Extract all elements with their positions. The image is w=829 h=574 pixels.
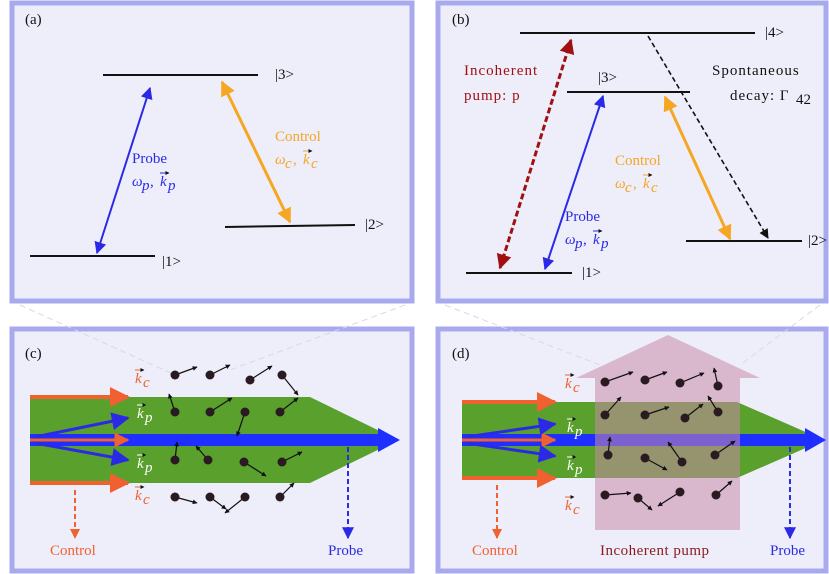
atom <box>171 371 180 380</box>
label: Probe <box>132 151 167 167</box>
label: c <box>143 375 150 391</box>
label: Probe <box>770 543 805 559</box>
label: p <box>574 462 583 478</box>
atom <box>276 408 285 417</box>
label: |1> <box>582 265 601 281</box>
atom <box>714 408 723 417</box>
label: p <box>141 178 150 194</box>
label: p <box>600 236 609 252</box>
atom <box>206 493 215 502</box>
label: pump: p <box>464 88 521 104</box>
label: (a) <box>25 12 42 28</box>
label: Control <box>615 153 661 169</box>
atom <box>678 458 687 467</box>
label: c <box>311 156 318 172</box>
atom <box>641 454 650 463</box>
label: c <box>573 502 580 518</box>
label: decay: Γ <box>730 88 790 104</box>
atom <box>714 382 723 391</box>
atom <box>206 408 215 417</box>
label: k <box>567 420 574 436</box>
atom <box>276 493 285 502</box>
label: ω <box>615 176 626 192</box>
label: , <box>293 152 297 168</box>
label: 42 <box>796 92 811 108</box>
label: Probe <box>328 543 363 559</box>
label: p <box>167 178 176 194</box>
label: (c) <box>25 346 42 362</box>
atom <box>711 451 720 460</box>
label: c <box>143 492 150 508</box>
label: Incoherent pump <box>600 543 710 559</box>
label: Control <box>472 543 518 559</box>
atom <box>641 376 650 385</box>
atom <box>604 451 613 460</box>
label: Incoherent <box>464 63 538 79</box>
atom <box>681 414 690 423</box>
label: Control <box>50 543 96 559</box>
atom <box>278 371 287 380</box>
label: k <box>565 376 572 392</box>
atom <box>634 494 643 503</box>
atom <box>601 411 610 420</box>
label: , <box>150 174 154 190</box>
label: k <box>160 174 167 190</box>
label: c <box>573 380 580 396</box>
label: |2> <box>808 233 827 249</box>
atom <box>676 379 685 388</box>
label: |1> <box>162 254 181 270</box>
label: , <box>633 176 637 192</box>
label: k <box>135 488 142 504</box>
label: p <box>144 410 153 426</box>
label: c <box>651 180 658 196</box>
atom <box>641 411 650 420</box>
label: k <box>303 152 310 168</box>
label: k <box>643 176 650 192</box>
label: (b) <box>452 12 470 28</box>
label: k <box>135 371 142 387</box>
label: p <box>574 236 583 252</box>
label: Probe <box>565 209 600 225</box>
label: |2> <box>365 217 384 233</box>
label: k <box>137 406 144 422</box>
label: c <box>625 180 632 196</box>
label: k <box>565 498 572 514</box>
label: k <box>567 458 574 474</box>
atom <box>241 408 250 417</box>
label: (d) <box>452 346 470 362</box>
label: |4> <box>765 25 784 41</box>
label: k <box>593 232 600 248</box>
atom <box>240 458 249 467</box>
atom <box>246 376 255 385</box>
label: ω <box>132 174 143 190</box>
atom <box>206 371 215 380</box>
label: p <box>574 424 583 440</box>
label: |3> <box>598 70 617 86</box>
label: p <box>144 460 153 476</box>
label: Control <box>275 129 321 145</box>
label: |3> <box>275 67 294 83</box>
atom <box>601 491 610 500</box>
label: c <box>285 156 292 172</box>
atom <box>712 491 721 500</box>
diagram: (a)|3>|2>|1>Probeωp,kpControlωc,kc(b)|4>… <box>0 0 829 574</box>
atom <box>171 456 180 465</box>
atom <box>171 408 180 417</box>
atom <box>171 493 180 502</box>
atom <box>601 378 610 387</box>
label: Spontaneous <box>712 63 800 79</box>
atom <box>676 488 685 497</box>
label: k <box>137 456 144 472</box>
label: ω <box>275 152 286 168</box>
atom <box>278 458 287 467</box>
atom <box>204 456 213 465</box>
label: ω <box>565 232 576 248</box>
label: , <box>583 232 587 248</box>
atom <box>241 493 250 502</box>
